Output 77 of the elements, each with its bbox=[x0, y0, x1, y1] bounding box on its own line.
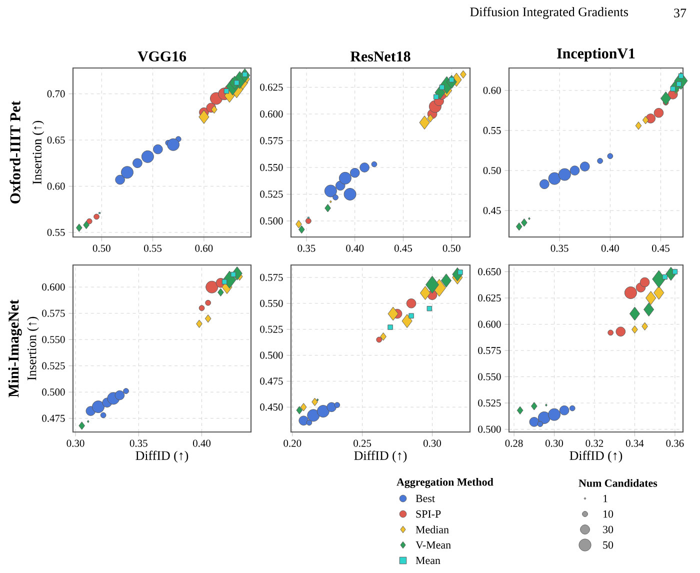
x-tick-label: 0.60 bbox=[195, 244, 213, 252]
y-tick-label: 0.525 bbox=[260, 190, 283, 198]
y-tick-label: 0.525 bbox=[260, 326, 283, 333]
text: Num Candidates bbox=[578, 479, 658, 487]
x-tick-label: 0.35 bbox=[550, 244, 568, 252]
y-tick-label: 0.575 bbox=[260, 137, 283, 144]
y-tick-label: 0.625 bbox=[478, 294, 501, 302]
x-tick-label: 0.28 bbox=[505, 440, 523, 447]
chart-title: VGG16 bbox=[138, 51, 186, 62]
y-tick-label: 0.575 bbox=[478, 346, 501, 354]
x-tick-label: 0.45 bbox=[652, 244, 670, 252]
x-tick-label: 0.40 bbox=[193, 440, 211, 447]
y-tick-label: 0.500 bbox=[478, 426, 501, 433]
y-tick-label: 0.500 bbox=[260, 217, 283, 225]
y-tick-label: 0.70 bbox=[47, 90, 65, 98]
x-tick-label: 0.50 bbox=[442, 244, 460, 252]
legend-label: 10 bbox=[603, 510, 614, 518]
x-tick-label: 0.30 bbox=[546, 440, 564, 447]
y-tick-label: 0.55 bbox=[483, 126, 501, 134]
x-tick-label: 0.45 bbox=[394, 244, 412, 252]
legend-label: 50 bbox=[603, 541, 614, 549]
text: 37 bbox=[674, 8, 686, 18]
chart-title: InceptionV1 bbox=[557, 48, 635, 62]
x-tick-label: 0.35 bbox=[298, 244, 316, 252]
y-tick-label: 0.65 bbox=[47, 136, 65, 144]
legend-label: V-Mean bbox=[416, 541, 451, 549]
y-tick-label: 0.600 bbox=[260, 110, 283, 118]
text: Mini-ImageNet bbox=[8, 300, 22, 398]
y-tick-label: 0.600 bbox=[42, 284, 65, 291]
legend-label: SPI-P bbox=[416, 510, 441, 518]
legend-label: Median bbox=[416, 526, 449, 534]
legend-label: 1 bbox=[603, 494, 608, 502]
x-tick-label: 0.32 bbox=[586, 440, 604, 447]
y-tick-label: 0.60 bbox=[47, 182, 65, 190]
y-tick-label: 0.550 bbox=[42, 336, 65, 344]
x-axis-title: DiffID (↑) bbox=[570, 450, 622, 463]
y-tick-label: 0.550 bbox=[260, 164, 283, 172]
x-tick-label: 0.40 bbox=[346, 244, 364, 252]
y-tick-label: 0.650 bbox=[478, 268, 501, 276]
y-tick-label: 0.625 bbox=[260, 84, 283, 91]
x-tick-label: 0.30 bbox=[423, 440, 441, 447]
x-tick-label: 0.55 bbox=[144, 244, 162, 252]
y-tick-label: 0.50 bbox=[483, 166, 501, 174]
x-tick-label: 0.34 bbox=[626, 440, 644, 447]
y-tick-label: 0.575 bbox=[42, 310, 65, 317]
y-tick-label: 0.550 bbox=[478, 373, 501, 380]
x-tick-label: 0.40 bbox=[601, 244, 619, 252]
x-axis-title: DiffID (↑) bbox=[136, 450, 188, 463]
y-tick-label: 0.475 bbox=[42, 414, 65, 422]
y-axis-title: Insertion (↑) bbox=[27, 316, 39, 380]
y-tick-label: 0.575 bbox=[260, 274, 283, 281]
y-tick-label: 0.525 bbox=[42, 362, 65, 370]
x-tick-label: 0.36 bbox=[666, 440, 684, 447]
y-tick-label: 0.525 bbox=[478, 399, 501, 407]
legend-label: 30 bbox=[603, 526, 614, 534]
text: Diffusion Integrated Gradients bbox=[470, 7, 628, 19]
y-tick-label: 0.55 bbox=[47, 228, 65, 236]
x-tick-label: 0.20 bbox=[284, 440, 302, 447]
x-tick-label: 0.35 bbox=[130, 440, 148, 447]
chart-title: ResNet18 bbox=[350, 51, 410, 62]
x-tick-label: 0.50 bbox=[92, 244, 110, 252]
y-tick-label: 0.550 bbox=[260, 300, 283, 307]
y-tick-label: 0.475 bbox=[260, 378, 283, 385]
y-tick-label: 0.600 bbox=[478, 320, 501, 328]
y-tick-label: 0.450 bbox=[260, 404, 283, 411]
x-tick-label: 0.25 bbox=[354, 440, 372, 447]
x-tick-label: 0.30 bbox=[66, 440, 84, 447]
y-tick-label: 0.45 bbox=[483, 207, 501, 214]
legend-label: Best bbox=[416, 494, 435, 502]
y-tick-label: 0.60 bbox=[483, 86, 501, 94]
y-tick-label: 0.500 bbox=[260, 352, 283, 359]
y-tick-label: 0.500 bbox=[42, 388, 65, 396]
legend-title: Aggregation Method bbox=[396, 478, 494, 488]
text: Oxford-IIIT Pet bbox=[10, 100, 20, 204]
legend-label: Mean bbox=[416, 556, 440, 564]
x-axis-title: DiffID (↑) bbox=[354, 450, 407, 463]
y-axis-title: Insertion (↑) bbox=[32, 120, 44, 184]
